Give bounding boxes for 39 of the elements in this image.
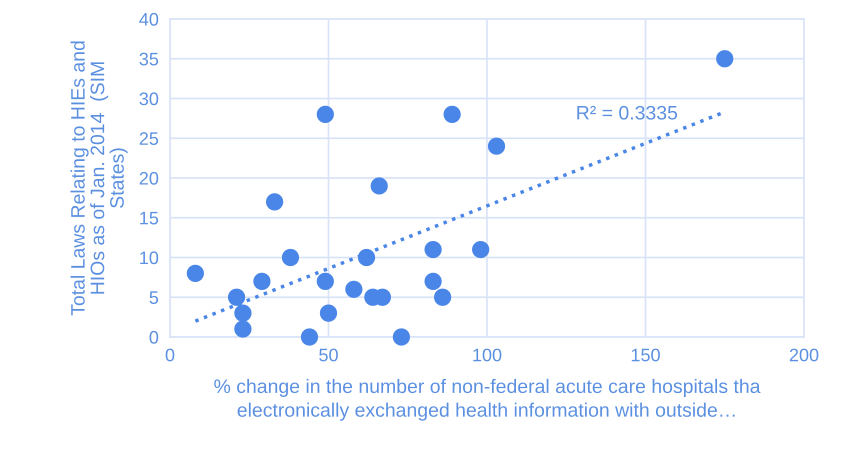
point bbox=[266, 193, 284, 210]
y-tick-label: 35 bbox=[139, 52, 158, 66]
point bbox=[424, 240, 442, 258]
x-tick-label: 100 bbox=[473, 348, 502, 362]
y-tick-label: 30 bbox=[139, 92, 158, 106]
point bbox=[370, 177, 388, 195]
y-tick-label: 25 bbox=[140, 132, 158, 145]
annotation: R² = 0.3335 bbox=[577, 106, 678, 120]
x-tick-label: 50 bbox=[319, 348, 338, 362]
y-tick-label: 0 bbox=[150, 330, 158, 344]
point bbox=[300, 328, 318, 346]
y-tick-label: 40 bbox=[139, 12, 158, 26]
point bbox=[434, 288, 452, 306]
point bbox=[345, 280, 362, 298]
point bbox=[716, 50, 734, 68]
y-tick-label: 10 bbox=[140, 251, 158, 264]
point bbox=[424, 272, 442, 290]
point bbox=[228, 288, 246, 306]
y-tick-label: 5 bbox=[150, 291, 158, 304]
point bbox=[488, 138, 506, 155]
point bbox=[320, 304, 338, 322]
x-axis-title: % change in the number of non-federal acute care hospitals tha electronically exchanged health information with outside… bbox=[214, 378, 760, 421]
point bbox=[444, 106, 461, 124]
point bbox=[253, 272, 271, 290]
point bbox=[234, 320, 252, 338]
point bbox=[234, 304, 252, 322]
point bbox=[472, 240, 490, 258]
x-tick-label: 0 bbox=[166, 348, 174, 362]
point bbox=[358, 248, 376, 266]
point bbox=[316, 106, 334, 124]
point bbox=[282, 248, 300, 266]
point bbox=[186, 264, 204, 282]
y-tick-label: 20 bbox=[140, 172, 158, 185]
point bbox=[392, 328, 410, 346]
y-axis-title: Total Laws Relating to HIEs and HIOs as of Jan. 2014 (SIM States) bbox=[70, 41, 128, 316]
x-tick-label: 200 bbox=[790, 348, 818, 362]
point bbox=[316, 272, 334, 290]
y-tick-label: 15 bbox=[140, 212, 158, 224]
x-tick-label: 150 bbox=[632, 348, 660, 362]
